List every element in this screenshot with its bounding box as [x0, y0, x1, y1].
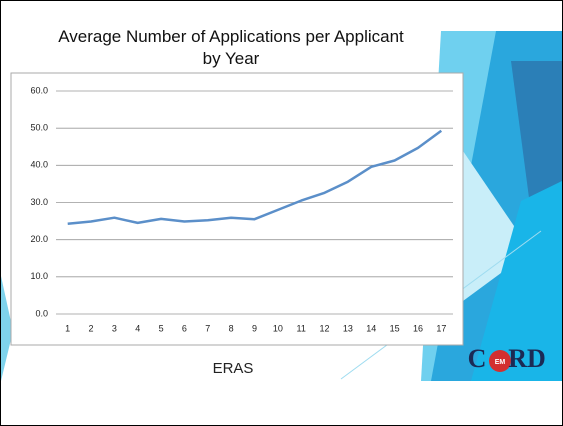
- x-tick-label: 9: [252, 323, 257, 333]
- y-tick-label: 0.0: [35, 308, 48, 318]
- chart-frame: [10, 72, 464, 346]
- y-tick-label: 10.0: [30, 271, 48, 281]
- x-tick-label: 8: [229, 323, 234, 333]
- y-tick-label: 30.0: [30, 197, 48, 207]
- logo: C EM RD: [468, 344, 546, 373]
- x-tick-label: 12: [320, 323, 330, 333]
- x-tick-label: 14: [366, 323, 376, 333]
- logo-apple: [489, 350, 511, 372]
- x-tick-label: 10: [273, 323, 283, 333]
- x-tick-label: 7: [205, 323, 210, 333]
- logo-badge: EM: [495, 359, 506, 366]
- x-tick-label: 17: [436, 323, 446, 333]
- x-tick-label: 2: [89, 323, 94, 333]
- x-tick-label: 16: [413, 323, 423, 333]
- shape: [471, 181, 562, 381]
- x-tick-label: 1: [65, 323, 70, 333]
- x-tick-label: 11: [297, 323, 306, 333]
- x-tick-label: 6: [182, 323, 187, 333]
- y-tick-label: 50.0: [30, 123, 48, 133]
- logo-left: C: [468, 344, 487, 373]
- x-tick-label: 5: [159, 323, 164, 333]
- chart-title: Average Number of Applications per Appli…: [58, 27, 404, 68]
- x-tick-label: 13: [343, 323, 353, 333]
- caption: ERAS: [213, 360, 254, 377]
- line-series: [67, 129, 443, 225]
- x-tick-label: 3: [112, 323, 117, 333]
- x-tick-label: 15: [390, 323, 400, 333]
- logo-right: RD: [508, 344, 546, 373]
- y-tick-label: 60.0: [30, 85, 48, 95]
- left-shape: [1, 276, 13, 381]
- y-tick-label: 40.0: [30, 160, 48, 170]
- x-tick-label: 4: [135, 323, 140, 333]
- y-tick-label: 20.0: [30, 234, 48, 244]
